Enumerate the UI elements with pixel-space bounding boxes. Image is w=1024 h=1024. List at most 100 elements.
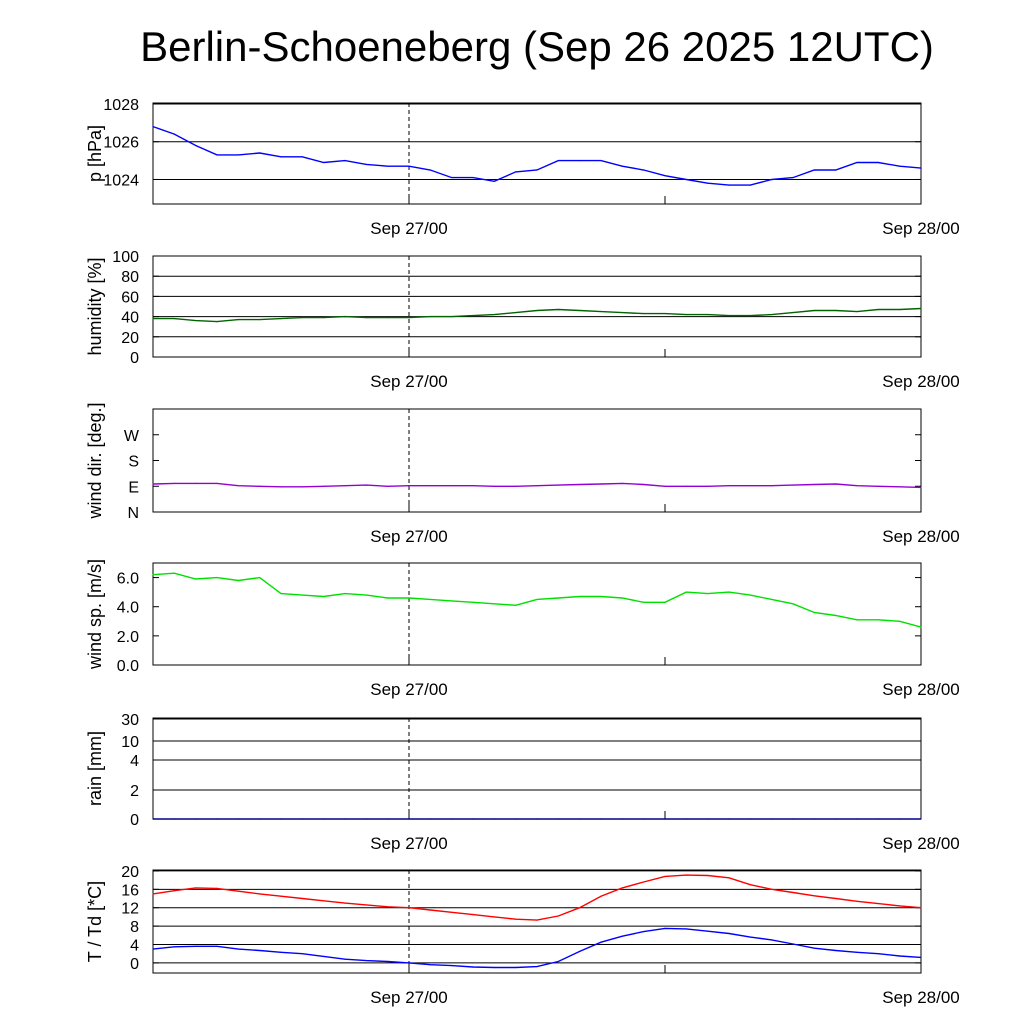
data-point [771, 313, 773, 316]
data-point [408, 818, 410, 820]
data-point [408, 165, 410, 167]
data-point [515, 604, 517, 606]
plot-frame [152, 408, 922, 513]
data-point [664, 485, 666, 487]
data-point [877, 308, 879, 311]
data-point [301, 953, 303, 955]
data-point [493, 485, 495, 487]
y-tick-label: 1028 [103, 97, 139, 114]
data-point [771, 888, 773, 890]
y-tick-label: 0.0 [117, 658, 139, 675]
data-point [707, 818, 709, 820]
y-tick-label: 0 [130, 812, 139, 829]
data-point [472, 914, 474, 916]
y-tick-label: 1026 [103, 135, 139, 152]
data-point [856, 900, 858, 902]
data-point [451, 176, 453, 179]
data-point [707, 930, 709, 932]
data-point [643, 312, 645, 315]
data-point [685, 874, 687, 876]
data-point [856, 161, 858, 164]
data-point [749, 485, 751, 487]
data-point [173, 946, 175, 948]
data-point [216, 154, 218, 156]
data-point [344, 316, 346, 318]
data-point [173, 572, 175, 574]
data-point [173, 890, 175, 892]
data-point [472, 966, 474, 968]
data-point [877, 161, 879, 164]
data-point [835, 483, 837, 485]
data-point [621, 597, 623, 599]
data-point [195, 818, 197, 820]
data-point [536, 485, 538, 487]
data-point [237, 890, 239, 892]
y-tick-label: N [127, 505, 139, 522]
panel-wind_speed: 0.0 2.0 4.0 6.0 wind sp. [m/s] Sep 27/00 Sep 2… [85, 559, 960, 699]
data-point [707, 182, 709, 184]
data-point [387, 960, 389, 963]
y-tick-label: S [128, 454, 139, 471]
data-point [621, 311, 623, 314]
data-point [515, 966, 517, 969]
data-point [195, 320, 197, 322]
data-point [835, 614, 837, 617]
data-point [515, 818, 517, 820]
data-point [216, 887, 218, 889]
x-tick-label: Sep 27/00 [370, 372, 448, 391]
data-point [579, 818, 581, 820]
data-point [899, 955, 901, 957]
data-point [259, 319, 261, 321]
data-point [429, 818, 431, 820]
x-tick-label: Sep 28/00 [882, 219, 960, 238]
data-point [451, 911, 453, 913]
y-tick-label: 4 [130, 753, 139, 770]
data-point [792, 176, 794, 179]
data-point [728, 877, 730, 879]
data-point [749, 936, 751, 938]
data-point [920, 818, 922, 820]
data-point [408, 317, 410, 319]
data-point [557, 818, 559, 820]
data-point [643, 601, 645, 603]
data-point [408, 907, 410, 909]
data-point [387, 317, 389, 319]
y-tick-label: 0 [130, 350, 139, 367]
data-point [856, 485, 858, 487]
data-point [429, 964, 431, 966]
data-point [493, 916, 495, 918]
data-point [152, 125, 154, 128]
data-point [899, 308, 901, 311]
data-point [557, 308, 559, 311]
data-point [813, 169, 815, 171]
data-point [216, 482, 218, 484]
data-point [749, 884, 751, 886]
data-point [237, 319, 239, 321]
y-tick-label: 4 [130, 937, 139, 954]
data-point [643, 818, 645, 820]
data-point [877, 953, 879, 955]
data-point [536, 919, 538, 921]
data-point [152, 574, 154, 576]
panel-pressure: 1024 1026 1028 p [hPa] Sep 27/00 Sep 28/00 [85, 97, 960, 238]
data-point [408, 597, 410, 599]
data-point [728, 591, 730, 593]
data-point [835, 818, 837, 820]
y-axis-label: T / Td [*C] [85, 881, 105, 962]
data-point [536, 818, 538, 820]
data-point [515, 485, 517, 487]
data-point [280, 593, 282, 595]
data-point [365, 317, 367, 319]
data-point [835, 949, 837, 952]
data-point [344, 159, 346, 162]
data-point [323, 955, 325, 958]
data-point [579, 309, 581, 312]
data-point [323, 818, 325, 820]
data-point [365, 484, 367, 486]
data-point [259, 818, 261, 820]
data-point [429, 598, 431, 601]
y-axis-label: p [hPa] [85, 125, 105, 182]
data-point [621, 165, 623, 167]
x-tick-label: Sep 27/00 [370, 988, 448, 1007]
data-point [899, 818, 901, 820]
